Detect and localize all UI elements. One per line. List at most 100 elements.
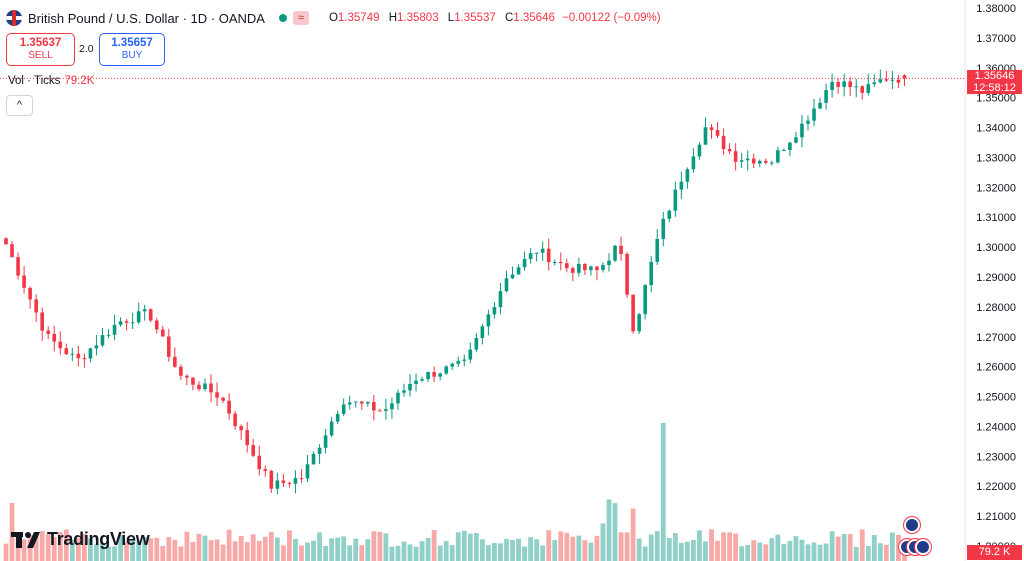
candle-body [203, 383, 207, 390]
volume-bar [106, 546, 111, 561]
volume-bar [437, 545, 443, 561]
chevron-up-icon[interactable]: ^ [6, 95, 33, 116]
price-axis-tick-label: 1.33000 [976, 152, 1016, 164]
price-axis-tick-label: 1.21000 [976, 511, 1016, 523]
candle-body [794, 137, 798, 143]
candle-body [432, 372, 436, 377]
candle-body [4, 238, 8, 245]
volume-bar [672, 533, 678, 561]
volume-bar [612, 503, 618, 561]
candle-body [64, 348, 69, 355]
volume-bar [630, 508, 636, 561]
candle-body [806, 120, 810, 124]
volume-bar [859, 529, 865, 561]
volume-bar [510, 539, 515, 561]
price-axis-tick-label: 1.23000 [976, 451, 1016, 463]
volume-bar [883, 544, 889, 561]
candle-body [76, 353, 81, 359]
volume-bar [775, 534, 781, 561]
candle-body [329, 421, 334, 436]
volume-bar [136, 540, 142, 561]
candle-body [715, 130, 720, 136]
volume-legend[interactable]: Vol · Ticks 79.2K [8, 75, 94, 87]
volume-bar [600, 523, 606, 561]
volume-bar [733, 533, 739, 561]
candle-body [46, 330, 51, 334]
volume-bar [461, 530, 467, 561]
volume-bar [401, 541, 407, 561]
flag-event-icon[interactable] [914, 538, 932, 556]
volume-bar [419, 541, 425, 561]
candle-body [173, 356, 177, 367]
volume-bar [757, 542, 763, 561]
volume-bar [293, 538, 298, 561]
volume-bar [166, 537, 172, 561]
candle-body [215, 392, 219, 398]
volume-bar [112, 546, 117, 561]
candle-body [341, 404, 346, 414]
candle-body [10, 244, 14, 258]
volume-bar [377, 531, 383, 561]
volume-bar [654, 531, 660, 561]
price-axis-tick-label: 1.22000 [976, 481, 1016, 493]
candle-body [233, 413, 237, 427]
volume-bar [691, 540, 696, 561]
volume-tag: 79.2 K [967, 545, 1022, 560]
candle-body [583, 264, 587, 271]
candle-body [130, 322, 135, 324]
candle-body [257, 455, 262, 470]
candle-body [317, 447, 322, 454]
close-value: 1.35646 [513, 12, 555, 24]
volume-bar [823, 543, 829, 561]
volume-bar [268, 532, 274, 561]
volume-bar [703, 541, 708, 561]
volume-bar [769, 538, 775, 561]
candle-body [402, 390, 406, 393]
volume-bar [262, 536, 268, 561]
buy-button[interactable]: 1.35657 BUY [99, 33, 165, 66]
symbol-header: British Pound / U.S. Dollar · 1D · OANDA… [6, 9, 661, 27]
volume-bar [666, 537, 672, 561]
candle-body [878, 79, 883, 83]
candle-body [830, 81, 834, 91]
candle-body [82, 358, 87, 360]
candle-body [58, 341, 63, 349]
candle-body [426, 372, 430, 380]
volume-bar [576, 535, 582, 561]
flag-event-icon[interactable] [903, 516, 921, 534]
candle-body [281, 480, 286, 484]
volume-bar [890, 532, 895, 561]
volume-bar [793, 536, 799, 561]
volume-bar [660, 423, 666, 561]
tradingview-logo[interactable]: TradingView [11, 529, 150, 550]
volume-bar [449, 545, 455, 561]
volume-bar [425, 538, 431, 561]
ohlc-values: O1.35749 H1.35803 L1.35537 C1.35646 −0.0… [328, 12, 661, 24]
volume-bar [564, 532, 570, 561]
volume-bar [190, 541, 196, 561]
sell-button[interactable]: 1.35637 SELL [6, 33, 75, 66]
wave-icon[interactable]: ≈ [292, 11, 309, 25]
volume-bar [274, 537, 280, 561]
candle-body [836, 81, 840, 87]
sell-label: SELL [28, 50, 53, 61]
volume-bar [473, 532, 479, 561]
candle-body [739, 160, 744, 162]
volume-bar [624, 532, 630, 561]
volume-bar [359, 545, 365, 561]
price-axis-tick-label: 1.27000 [976, 332, 1016, 344]
candle-body [649, 261, 654, 286]
volume-bar [636, 538, 642, 561]
volume-bar [118, 535, 123, 561]
volume-bar [220, 544, 226, 561]
price-axis-tick-label: 1.25000 [976, 392, 1016, 404]
candle-body [890, 79, 895, 81]
candle-body [673, 189, 678, 211]
brand-name: TradingView [47, 529, 150, 549]
symbol-title[interactable]: British Pound / U.S. Dollar · 1D · OANDA [28, 10, 265, 26]
candle-body [727, 149, 732, 152]
volume-bar [142, 536, 148, 561]
candle-body [818, 102, 822, 109]
volume-bar [63, 529, 69, 561]
